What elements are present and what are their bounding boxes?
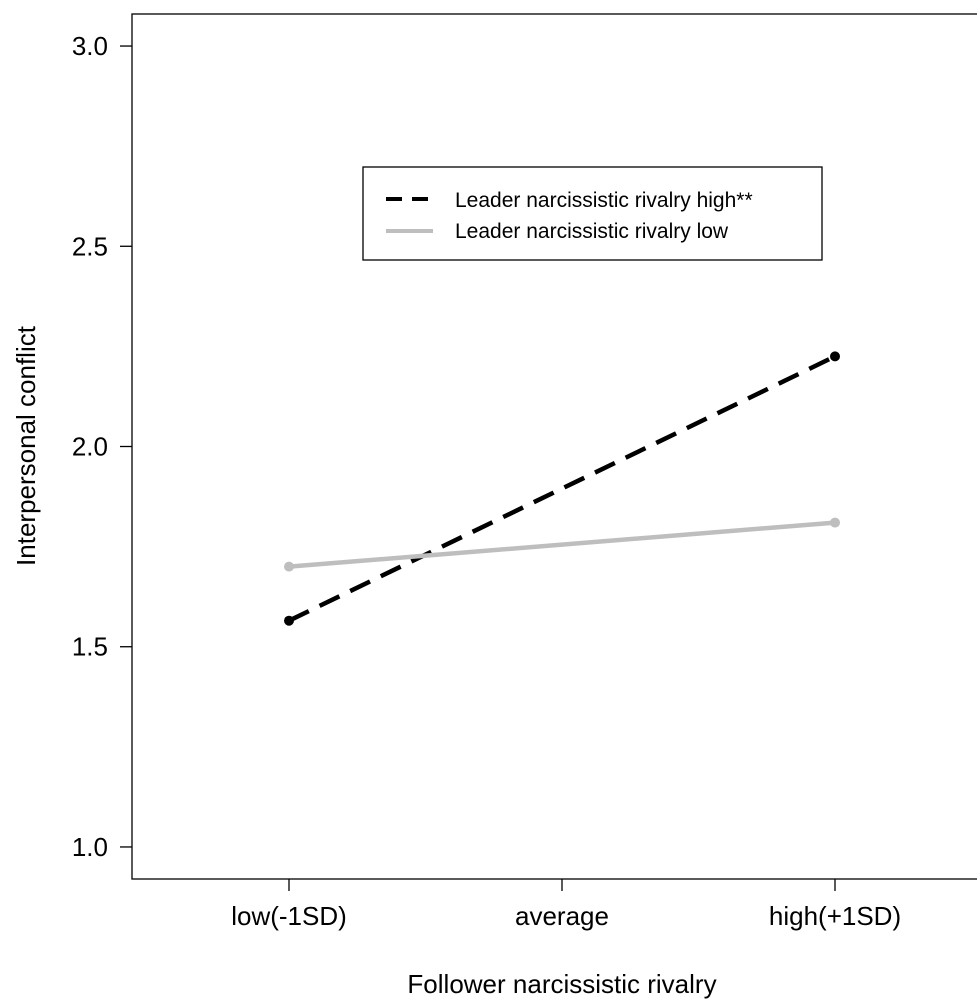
y-tick-label: 3.0	[72, 31, 108, 61]
x-axis-title: Follower narcissistic rivalry	[407, 969, 716, 999]
y-tick-label: 1.0	[72, 832, 108, 862]
x-tick-label: high(+1SD)	[769, 901, 901, 931]
series-0-point	[284, 615, 294, 626]
x-tick-label: low(-1SD)	[231, 901, 347, 931]
legend-label-low: Leader narcissistic rivalry low	[455, 220, 729, 243]
y-tick-label: 2.0	[72, 432, 108, 462]
legend-label-high: Leader narcissistic rivalry high**	[455, 189, 753, 212]
y-tick-label: 1.5	[72, 632, 108, 662]
plot-frame	[131, 13, 977, 880]
legend-box	[362, 166, 823, 261]
y-axis: 1.0 1.5 2.0 2.5 3.0	[72, 31, 132, 862]
x-axis: low(-1SD) average high(+1SD)	[231, 879, 901, 931]
series-1-point	[284, 561, 294, 572]
y-axis-title: Interpersonal conflict	[11, 325, 41, 566]
series-line-1	[288, 520, 836, 569]
x-tick-label: average	[515, 901, 609, 931]
legend: Leader narcissistic rivalry high** Leade…	[362, 166, 823, 261]
series-1-point	[830, 517, 840, 528]
series-line-0	[288, 354, 836, 623]
series-layer	[284, 351, 840, 626]
y-tick-label: 2.5	[72, 231, 108, 261]
series-0-point	[830, 351, 840, 362]
